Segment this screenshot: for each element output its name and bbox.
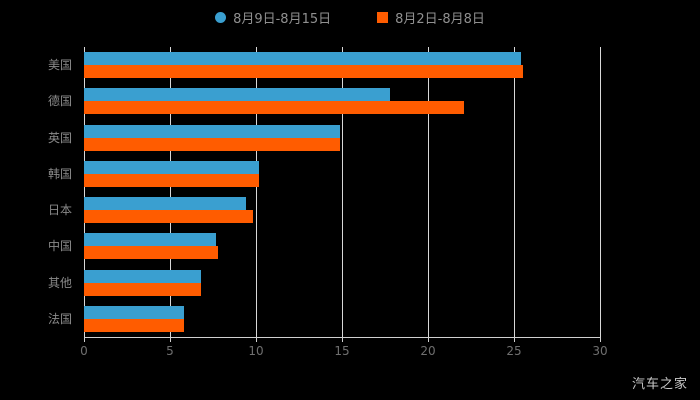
x-tick-15: [342, 337, 343, 342]
y-axis-label-6: 其他: [47, 275, 72, 290]
bar-series-1[interactable]: [84, 305, 184, 319]
gridline-20: [428, 47, 429, 337]
bar-group: 中国: [48, 233, 600, 260]
gridline-0: [84, 47, 85, 337]
bar-series-2[interactable]: [84, 282, 201, 296]
x-tick-30: [600, 337, 601, 342]
bar-series-1[interactable]: [84, 52, 521, 66]
gridline-5: [170, 47, 171, 337]
bar-series-1[interactable]: [84, 269, 201, 283]
bar-group: 法国: [48, 305, 600, 332]
bar-series-1[interactable]: [84, 124, 341, 138]
bar-series-2[interactable]: [84, 137, 341, 151]
x-tick-5: [170, 337, 171, 342]
y-axis-label-7: 法国: [47, 311, 72, 326]
y-axis-label-4: 日本: [47, 203, 72, 218]
chart-legend: 8月9日-8月15日 8月2日-8月8日: [0, 6, 700, 28]
y-axis-label-2: 英国: [47, 130, 72, 145]
bar-series-1[interactable]: [84, 160, 260, 174]
bar-series-1[interactable]: [84, 233, 217, 247]
bar-series-2[interactable]: [84, 101, 465, 115]
x-tick-label-30: 30: [592, 344, 608, 358]
x-tick-0: [84, 337, 85, 342]
bar-series-2[interactable]: [84, 210, 253, 224]
y-axis-label-1: 德国: [47, 94, 72, 109]
gridline-30: [600, 47, 601, 337]
plot-area: 美国德国英国韩国日本中国其他法国: [48, 47, 601, 337]
bar-group: 其他: [48, 269, 600, 296]
x-tick-label-15: 15: [334, 344, 350, 358]
square-marker-icon: [377, 11, 389, 23]
gridline-25: [514, 47, 515, 337]
bar-series-1[interactable]: [84, 197, 246, 211]
x-tick-label-20: 20: [420, 344, 436, 358]
x-tick-25: [514, 337, 515, 342]
gridline-15: [342, 47, 343, 337]
bar-group: 英国: [48, 124, 600, 151]
bar-series-1[interactable]: [84, 88, 391, 102]
bar-series-2[interactable]: [84, 173, 260, 187]
bar-group: 德国: [48, 88, 600, 115]
bar-series-2[interactable]: [84, 318, 184, 332]
y-axis-label-3: 韩国: [47, 166, 72, 181]
bar-group: 日本: [48, 197, 600, 224]
x-tick-10: [256, 337, 257, 342]
x-tick-label-25: 25: [506, 344, 522, 358]
y-axis-label-0: 美国: [47, 58, 72, 73]
legend-label-series-2: 8月2日-8月8日: [395, 11, 485, 27]
legend-item-series-1[interactable]: 8月9日-8月15日: [215, 8, 331, 27]
watermark: 汽车之家: [631, 377, 688, 392]
bar-group: 美国: [48, 52, 600, 79]
legend-item-series-2[interactable]: 8月2日-8月8日: [377, 8, 485, 27]
x-tick-label-0: 0: [80, 344, 88, 358]
x-axis: 0 5 10 15 20 25 30: [80, 337, 608, 358]
x-tick-label-5: 5: [166, 344, 174, 358]
bar-series-2[interactable]: [84, 246, 219, 260]
bar-group: 韩国: [48, 160, 600, 187]
y-axis-label-5: 中国: [47, 239, 72, 254]
x-tick-20: [428, 337, 429, 342]
bar-series-2[interactable]: [84, 65, 523, 79]
x-tick-label-10: 10: [248, 344, 264, 358]
circle-marker-icon: [215, 11, 227, 23]
gridline-10: [256, 47, 257, 337]
legend-label-series-1: 8月9日-8月15日: [233, 11, 332, 27]
